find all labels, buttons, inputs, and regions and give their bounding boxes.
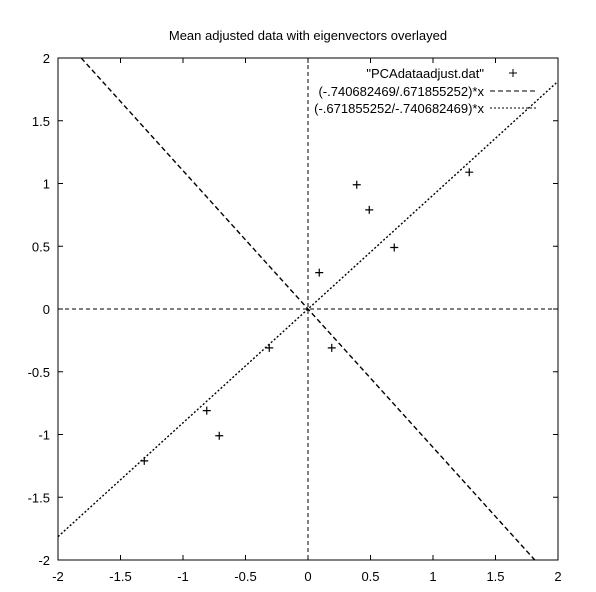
legend-label: (-.740682469/.671855252)*x xyxy=(318,84,484,99)
x-tick-label: 2 xyxy=(554,569,561,584)
x-tick-label: 0 xyxy=(304,569,311,584)
y-tick-label: -0.5 xyxy=(28,365,50,380)
y-tick-label: 2 xyxy=(43,51,50,66)
data-point xyxy=(352,180,361,189)
data-point xyxy=(365,205,374,214)
data-point xyxy=(315,268,324,277)
eigenvector-line xyxy=(80,57,536,561)
x-tick-label: -1.5 xyxy=(109,569,131,584)
y-tick-label: 0 xyxy=(43,302,50,317)
eigenvector-line xyxy=(57,80,559,538)
legend-marker xyxy=(509,69,517,77)
axis-ticks: -2 -1.5 -1 -0.5 0 0.5 1 1.5 2 -2 -1.5 -1 -0.5 0 0.5 1 1.… xyxy=(28,51,562,584)
x-tick-label: 1.5 xyxy=(486,569,504,584)
data-point xyxy=(202,406,211,415)
data-point xyxy=(465,168,474,177)
data-point xyxy=(215,431,224,440)
y-tick-label: -1 xyxy=(38,428,50,443)
data-point xyxy=(390,243,399,252)
y-tick-label: 1 xyxy=(43,177,50,192)
x-tick-label: -0.5 xyxy=(234,569,256,584)
y-tick-label: -2 xyxy=(38,553,50,568)
legend-label: (-.671855252/-.740682469)*x xyxy=(314,101,484,116)
data-point xyxy=(327,343,336,352)
legend-label: "PCAdataadjust.dat" xyxy=(366,66,484,81)
legend: "PCAdataadjust.dat" (-.740682469/.6718552… xyxy=(314,66,536,116)
data-point xyxy=(265,343,274,352)
x-tick-label: 0.5 xyxy=(361,569,379,584)
chart-title: Mean adjusted data with eigenvectors ove… xyxy=(169,28,447,43)
x-tick-label: -2 xyxy=(52,569,64,584)
x-tick-label: -1 xyxy=(177,569,189,584)
x-tick-label: 1 xyxy=(429,569,436,584)
plot-area xyxy=(57,57,559,561)
y-tick-label: 1.5 xyxy=(32,114,50,129)
y-tick-label: -1.5 xyxy=(28,490,50,505)
y-tick-label: 0.5 xyxy=(32,239,50,254)
